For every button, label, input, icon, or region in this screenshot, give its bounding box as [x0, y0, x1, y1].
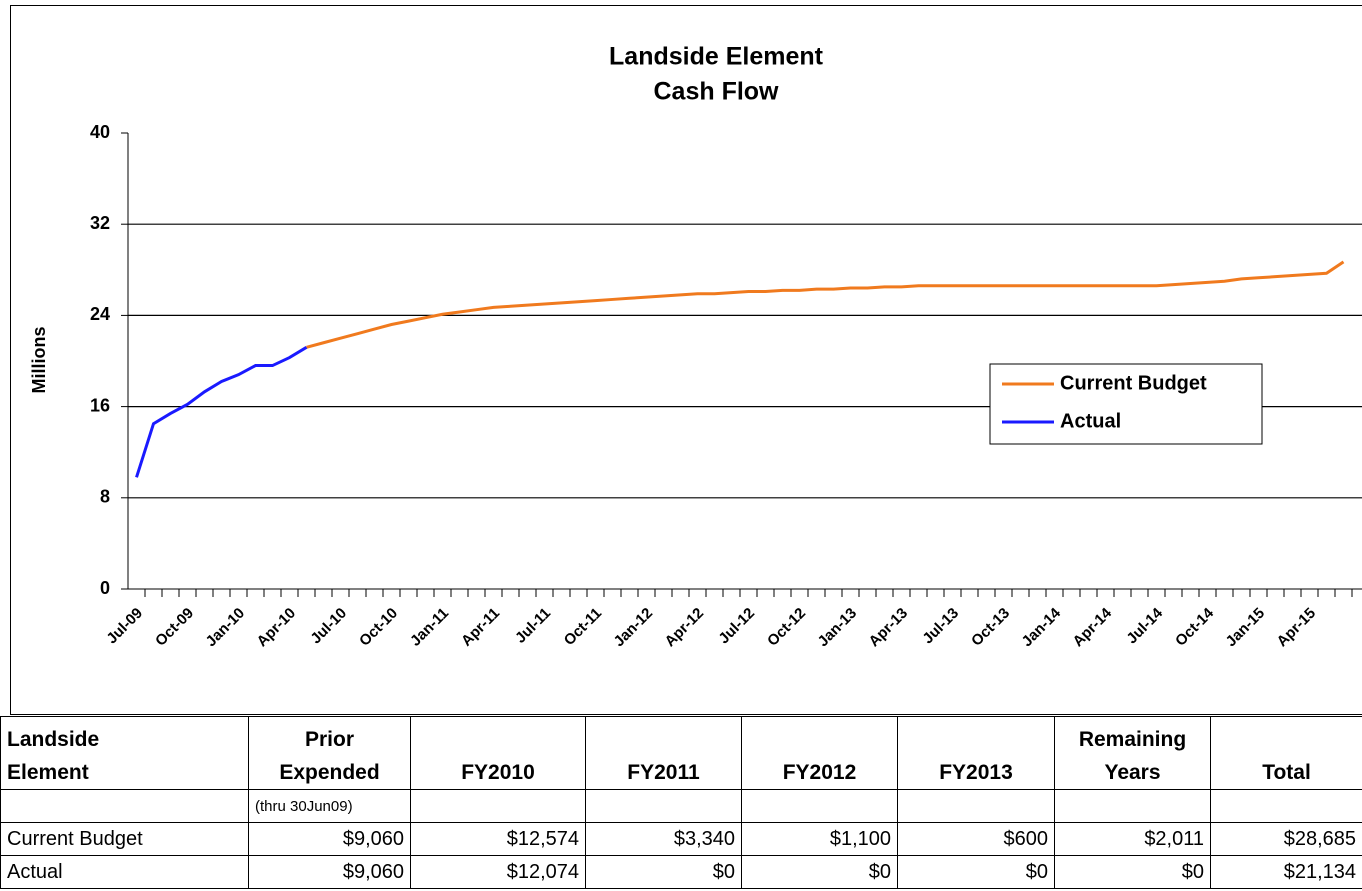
x-tick-label: Jan-13 — [815, 605, 861, 651]
header-row: Landside Element Prior Expended FY2010 FY2011… — [0, 716, 1362, 790]
cell: $0 — [897, 855, 1055, 889]
x-tick-label: Jan-14 — [1019, 604, 1065, 650]
cell: $12,074 — [410, 855, 586, 889]
cell: (thru 30Jun09) — [248, 789, 411, 823]
x-tick-label: Jan-11 — [407, 605, 452, 650]
cell: $2,011 — [1054, 822, 1211, 856]
x-tick-label: Apr-10 — [254, 605, 300, 651]
header-text: Expended — [279, 761, 380, 784]
header-cell: FY2013 — [897, 716, 1055, 790]
y-tick-label: 0 — [100, 578, 110, 598]
chart-title: Cash Flow — [653, 78, 779, 106]
x-tick-label: Oct-11 — [561, 605, 605, 649]
legend-label: Current Budget — [1060, 372, 1207, 394]
y-tick-label: 16 — [90, 395, 110, 415]
x-tick-label: Oct-10 — [356, 605, 401, 650]
x-tick-label: Jan-12 — [611, 605, 657, 651]
x-tick-label: Apr-13 — [866, 605, 912, 651]
data-table: Landside Element Prior Expended FY2010 FY2011… — [0, 716, 1362, 889]
x-tick-label: Jul-13 — [919, 605, 962, 648]
y-tick-label: 8 — [100, 487, 110, 507]
x-tick-label: Jan-15 — [1223, 605, 1269, 651]
header-text: Remaining — [1078, 728, 1187, 751]
header-text: Landside — [7, 728, 100, 751]
cell — [410, 789, 586, 823]
note-text: (thru 30Jun09) — [255, 797, 353, 815]
cell: $0 — [1054, 855, 1211, 889]
cell — [897, 789, 1055, 823]
x-tick-label: Oct-13 — [968, 605, 1013, 650]
cell — [1054, 789, 1211, 823]
header-cell: FY2010 — [410, 716, 586, 790]
cell: $28,685 — [1210, 822, 1362, 856]
cell: $0 — [585, 855, 742, 889]
header-cell: Prior Expended — [248, 716, 411, 790]
data-row: Current Budget $9,060 $12,574 $3,340 $1,100 $… — [0, 822, 1362, 856]
legend-box — [989, 363, 1263, 445]
legend-label: Actual — [1060, 410, 1121, 432]
chart-frame — [10, 5, 1362, 715]
header-text: FY2011 — [627, 761, 700, 784]
data-row: Actual $9,060 $12,074 $0 $0 $0 $0 $21,134 — [0, 855, 1362, 889]
cell: $3,340 — [585, 822, 742, 856]
cell: $600 — [897, 822, 1055, 856]
x-tick-label: Oct-14 — [1172, 604, 1217, 649]
series-line — [135, 346, 308, 478]
cell: $1,100 — [741, 822, 898, 856]
cell: $9,060 — [248, 822, 411, 856]
y-axis-label: Millions — [29, 327, 49, 394]
x-tick-label: Oct-09 — [152, 605, 197, 650]
x-tick-label: Jul-12 — [715, 605, 758, 648]
y-tick-label: 40 — [90, 122, 110, 142]
chart: Landside Element Cash Flow Millions 0 8 16… — [29, 43, 1362, 651]
header-text: FY2012 — [782, 761, 857, 784]
x-tick-label: Jul-11 — [512, 605, 554, 647]
y-tick-label: 24 — [90, 304, 110, 324]
cell: Actual — [0, 855, 249, 889]
cell: $0 — [741, 855, 898, 889]
header-text: Total — [1262, 761, 1311, 784]
header-text: Prior — [304, 728, 354, 751]
x-tick-label: Apr-11 — [458, 605, 503, 650]
header-text: Years — [1104, 761, 1161, 784]
header-text: FY2013 — [939, 761, 1013, 784]
x-tick-label: Apr-14 — [1070, 604, 1116, 650]
header-cell: Remaining Years — [1054, 716, 1211, 790]
x-tick-label: Jan-10 — [203, 605, 249, 651]
header-cell: Total — [1210, 716, 1362, 790]
cell: Current Budget — [0, 822, 249, 856]
header-cell: FY2011 — [585, 716, 742, 790]
cell — [0, 789, 249, 823]
cell — [585, 789, 742, 823]
cell: $21,134 — [1210, 855, 1362, 889]
x-tick-label: Apr-12 — [662, 605, 708, 651]
x-tick-label: Jul-14 — [1123, 604, 1166, 647]
header-text: FY2010 — [461, 761, 535, 784]
x-tick-label: Jul-09 — [103, 605, 146, 648]
y-tick-label: 32 — [90, 213, 110, 233]
x-tick-label: Apr-15 — [1274, 605, 1320, 651]
header-text: Element — [7, 761, 89, 784]
cell — [1210, 789, 1362, 823]
chart-title: Landside Element — [609, 43, 824, 71]
cell: $12,574 — [410, 822, 586, 856]
note-row: (thru 30Jun09) — [0, 789, 1362, 823]
header-cell: FY2012 — [741, 716, 898, 790]
x-tick-label: Oct-12 — [764, 605, 809, 650]
series-line — [306, 260, 1345, 349]
cell — [741, 789, 898, 823]
header-cell: Landside Element — [0, 716, 249, 790]
cell: $9,060 — [248, 855, 411, 889]
x-tick-label: Jul-10 — [307, 605, 350, 648]
